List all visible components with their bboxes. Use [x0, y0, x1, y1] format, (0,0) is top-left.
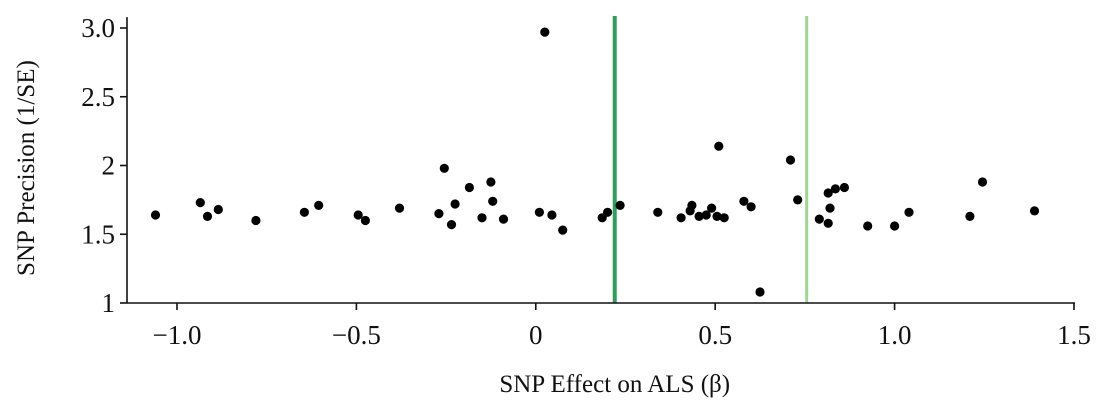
data-point — [904, 207, 914, 217]
data-point — [746, 202, 756, 212]
y-axis-label: SNP Precision (1/SE) — [13, 60, 40, 276]
x-tick-label: 1.0 — [878, 320, 912, 350]
data-point — [534, 207, 545, 217]
data-point — [213, 204, 223, 215]
x-tick-label: 1.5 — [1057, 320, 1091, 350]
data-point — [394, 203, 405, 213]
x-tick-label: 0 — [529, 320, 543, 350]
data-point — [360, 215, 370, 226]
data-point — [353, 210, 363, 220]
data-point — [299, 207, 309, 217]
data-point — [814, 214, 824, 224]
data-point — [687, 200, 697, 210]
data-point — [823, 218, 833, 228]
data-point — [694, 211, 704, 221]
y-tick-label: 1.5 — [81, 219, 115, 249]
data-point — [547, 210, 557, 220]
data-points — [150, 27, 1040, 297]
y-axis-ticks: 1 1.5 2 2.5 3.0 — [81, 13, 127, 318]
x-axis-ticks: −1.0 −0.5 0 0.5 1.0 1.5 — [153, 303, 1091, 350]
data-point — [446, 220, 457, 230]
data-point — [825, 203, 835, 213]
data-point — [785, 155, 796, 165]
data-point — [863, 221, 873, 231]
data-point — [150, 210, 161, 220]
data-point — [615, 200, 625, 210]
data-point — [195, 198, 205, 208]
data-point — [486, 177, 496, 187]
data-point — [603, 207, 613, 217]
x-tick-label: 0.5 — [698, 320, 732, 350]
data-point — [714, 141, 724, 151]
data-point — [314, 200, 324, 210]
data-point — [712, 211, 722, 221]
y-tick-label: 3.0 — [81, 13, 115, 43]
data-point — [755, 287, 765, 297]
x-tick-label: −1.0 — [153, 320, 202, 350]
data-point — [434, 209, 444, 219]
data-point — [830, 184, 841, 194]
data-point — [707, 203, 717, 213]
data-point — [558, 225, 568, 235]
reference-lines — [612, 16, 809, 303]
data-point — [653, 207, 663, 217]
y-tick-label: 1 — [102, 288, 116, 318]
data-point — [202, 211, 213, 221]
data-point — [965, 211, 975, 221]
data-point — [701, 210, 711, 220]
y-tick-label: 2 — [102, 151, 116, 181]
data-point — [498, 214, 509, 224]
data-point — [719, 213, 729, 223]
data-point — [439, 163, 449, 173]
data-point — [450, 199, 460, 209]
data-point — [251, 215, 261, 226]
data-point — [464, 182, 474, 193]
data-point — [839, 182, 850, 193]
data-point — [488, 196, 498, 206]
data-point — [676, 213, 686, 223]
data-point — [477, 213, 487, 223]
y-tick-label: 2.5 — [81, 82, 115, 112]
data-point — [823, 188, 833, 198]
data-point — [977, 177, 988, 187]
data-point — [1029, 206, 1040, 216]
data-point — [540, 27, 550, 37]
data-point — [793, 195, 803, 205]
x-tick-label: −0.5 — [332, 320, 381, 350]
data-point — [890, 221, 900, 231]
data-point — [739, 196, 749, 206]
x-axis-label: SNP Effect on ALS (β) — [499, 371, 730, 398]
